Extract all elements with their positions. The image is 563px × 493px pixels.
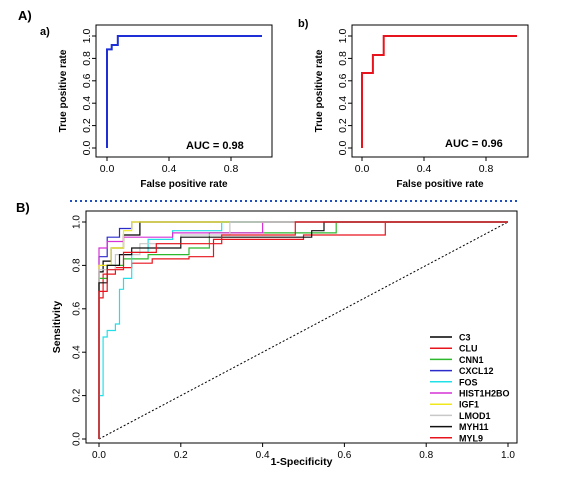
- x-tick-label: 0.0: [100, 163, 115, 175]
- y-axis-label: Sensitivity: [51, 301, 63, 354]
- roc-chart-b: 0.0 0.4 0.8 0.0 0.2 0.4 0.6 0.8 1.0 False positiv…: [314, 24, 529, 190]
- x-tick-label: 0.4: [417, 163, 432, 175]
- legend-label: LMOD1: [459, 411, 491, 421]
- y-tick-label: 0.0: [81, 141, 93, 156]
- auc-annotation: AUC = 0.96: [445, 138, 503, 150]
- x-tick-label: 0.8: [224, 163, 239, 175]
- y-tick-label: 0.2: [337, 118, 349, 133]
- y-tick-label: 0.8: [72, 258, 83, 272]
- roc-curve-series-0: [106, 35, 262, 148]
- y-tick-label: 0.6: [72, 301, 83, 315]
- roc-curve-igf1: [98, 221, 508, 439]
- legend-label: MYL9: [459, 433, 483, 443]
- legend-label: FOS: [459, 377, 478, 387]
- reference-diagonal: [98, 221, 509, 440]
- x-tick-label: 0.0: [92, 450, 106, 461]
- plot-frame: [351, 24, 529, 158]
- legend-label: MYH11: [459, 422, 489, 432]
- y-axis-label: True positive rate: [314, 49, 325, 132]
- y-tick-label: 0.6: [81, 73, 93, 88]
- y-axis-label: True positive rate: [58, 49, 69, 132]
- y-tick-label: 1.0: [72, 215, 83, 229]
- y-tick-label: 1.0: [337, 29, 349, 44]
- y-tick-label: 0.0: [337, 141, 349, 156]
- legend-label: CXCL12: [459, 366, 494, 376]
- legend-label: C3: [459, 333, 471, 343]
- legend-label: CLU: [459, 344, 478, 354]
- y-tick-label: 0.8: [81, 51, 93, 66]
- plot-frame: [85, 210, 518, 444]
- panel-label-A: A): [18, 8, 32, 23]
- x-axis-label: False positive rate: [396, 179, 484, 190]
- legend-label: CNN1: [459, 355, 484, 365]
- roc-curve-myl9: [98, 221, 508, 439]
- x-tick-label: 0.8: [419, 450, 433, 461]
- legend-label: HIST1H2BO: [459, 389, 510, 399]
- panel-label-b: b): [298, 18, 309, 30]
- x-tick-label: 0.2: [174, 450, 188, 461]
- y-tick-label: 1.0: [81, 29, 93, 44]
- y-tick-label: 0.6: [337, 73, 349, 88]
- x-tick-label: 0.4: [162, 163, 177, 175]
- panel-label-a: a): [40, 26, 50, 38]
- y-tick-label: 0.4: [81, 96, 93, 111]
- x-axis-label: 1-Specificity: [271, 456, 333, 468]
- x-axis-label: False positive rate: [140, 179, 228, 190]
- roc-chart-a: 0.0 0.4 0.8 0.0 0.2 0.4 0.6 0.8 1.0 False positiv…: [58, 24, 273, 190]
- x-tick-label: 0.4: [256, 450, 270, 461]
- x-tick-label: 0.0: [355, 163, 370, 175]
- y-tick-label: 0.2: [81, 118, 93, 133]
- y-tick-label: 0.4: [337, 96, 349, 111]
- roc-curve-clu: [98, 221, 508, 439]
- roc-chart-B: 0.0 0.2 0.4 0.6 0.8 1.0 0.0 0.2 0.4 0.6 0.8 1.0 1-Sp…: [51, 210, 518, 468]
- legend-label: IGF1: [459, 400, 479, 410]
- y-tick-label: 0.0: [72, 432, 83, 446]
- auc-annotation: AUC = 0.98: [186, 140, 244, 152]
- panel-label-B: B): [16, 200, 30, 215]
- plot-frame: [95, 24, 273, 158]
- x-tick-label: 1.0: [501, 450, 515, 461]
- roc-curve-series-0: [361, 35, 517, 148]
- y-tick-label: 0.2: [72, 388, 83, 402]
- x-tick-label: 0.8: [479, 163, 494, 175]
- y-tick-label: 0.4: [72, 345, 83, 359]
- y-tick-label: 0.8: [337, 51, 349, 66]
- x-tick-label: 0.6: [337, 450, 351, 461]
